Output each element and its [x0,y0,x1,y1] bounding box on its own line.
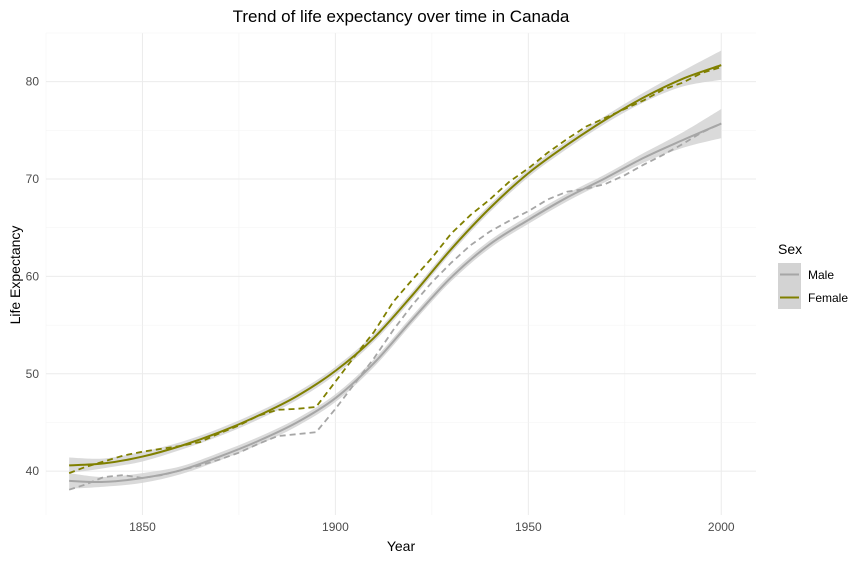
trend-lines [69,64,722,483]
y-tick-label: 50 [26,367,40,381]
ribbon-female [69,50,722,474]
legend-label: Female [808,291,848,305]
legend: Sex Male Female [778,241,848,309]
y-axis-ticks: 40 50 60 70 80 [26,75,40,478]
legend-item-male: Male [778,263,834,286]
x-axis-title: Year [387,538,416,554]
trend-line-male [69,122,722,483]
y-tick-label: 40 [26,464,40,478]
observed-lines [68,66,722,491]
x-tick-label: 1900 [322,520,349,534]
x-axis-ticks: 1850 1900 1950 2000 [129,520,735,534]
y-tick-label: 70 [26,172,40,186]
legend-label: Male [808,268,834,282]
observed-line-male [68,122,722,491]
observed-line-female [68,66,722,474]
legend-item-female: Female [778,286,848,309]
y-tick-label: 60 [26,269,40,283]
x-tick-label: 2000 [708,520,735,534]
y-tick-label: 80 [26,75,40,89]
x-tick-label: 1850 [129,520,156,534]
y-axis-title: Life Expectancy [7,226,23,325]
chart-title: Trend of life expectancy over time in Ca… [233,7,570,26]
x-tick-label: 1950 [515,520,542,534]
grid-lines [45,32,756,515]
legend-title: Sex [778,241,802,257]
confidence-ribbons [69,50,722,489]
legend-items: Male Female [778,263,848,309]
ribbon-male [69,108,722,489]
trend-line-female [69,64,722,467]
